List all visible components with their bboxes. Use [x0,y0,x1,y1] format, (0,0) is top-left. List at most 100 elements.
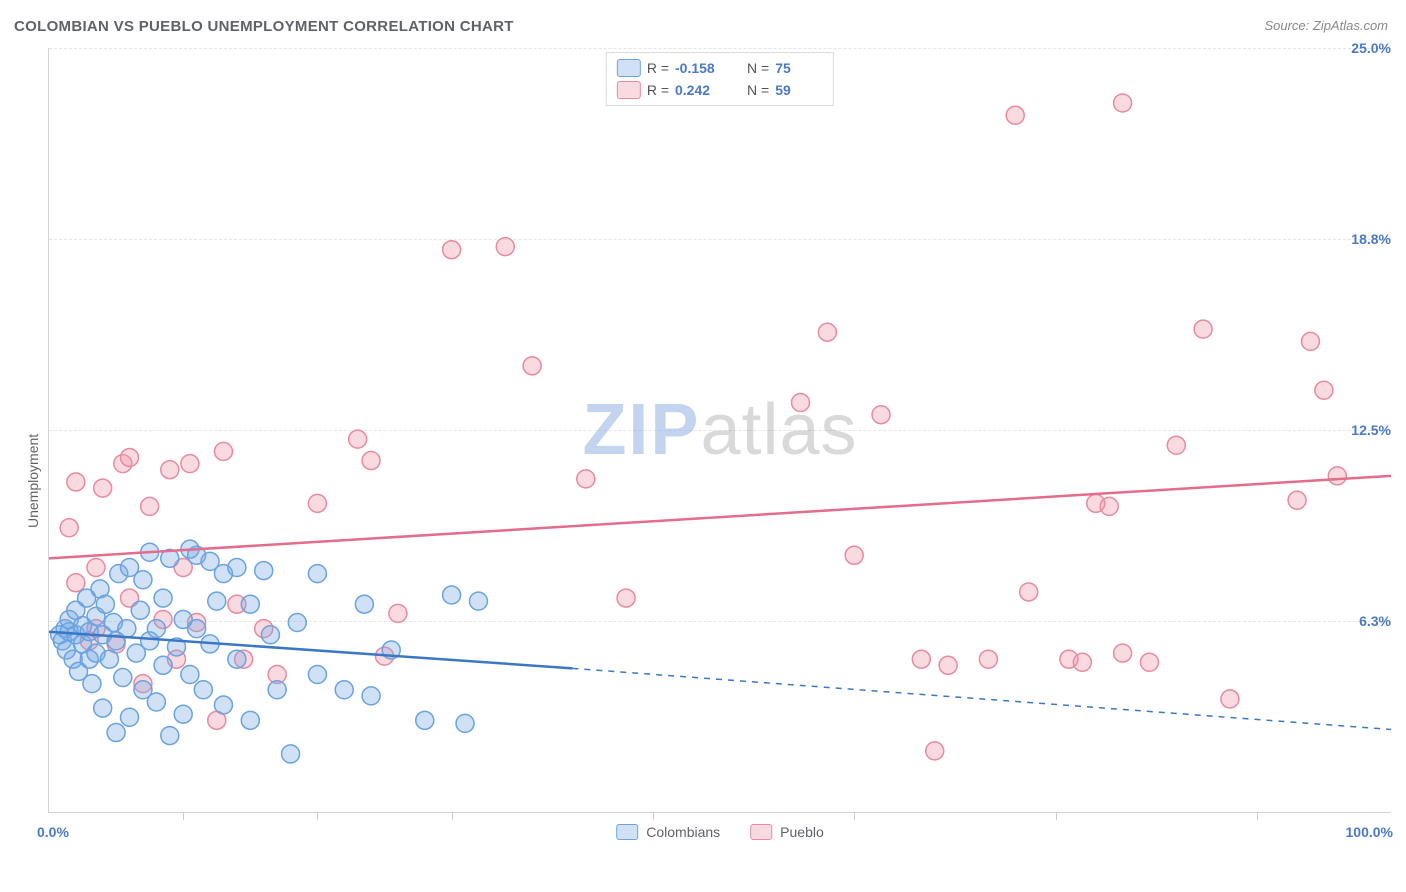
data-point [214,696,232,714]
data-point [1114,94,1132,112]
x-tick [183,812,184,820]
data-point [308,494,326,512]
data-point [389,604,407,622]
data-point [118,620,136,638]
data-point [268,681,286,699]
data-point [577,470,595,488]
data-point [208,592,226,610]
data-point [1328,467,1346,485]
data-point [939,656,957,674]
legend-item: Pueblo [750,824,824,840]
data-point [67,574,85,592]
data-point [617,589,635,607]
legend-n-value-b: 59 [775,82,823,98]
data-point [496,238,514,256]
data-point [362,452,380,470]
data-point [1167,436,1185,454]
plot-area: Unemployment ZIPatlas R = -0.158 N = 75 … [48,48,1391,813]
data-point [161,461,179,479]
data-point [261,626,279,644]
data-point [355,595,373,613]
x-axis-label: 0.0% [37,824,69,840]
data-point [1114,644,1132,662]
data-point [83,675,101,693]
data-point [141,497,159,515]
data-point [134,571,152,589]
y-axis-label: 12.5% [1351,422,1391,438]
data-point [241,711,259,729]
trend-line [572,668,1391,729]
data-point [1140,653,1158,671]
data-point [469,592,487,610]
source-label: Source: ZipAtlas.com [1264,18,1388,33]
legend-swatch [616,824,638,840]
data-point [979,650,997,668]
trend-line [49,476,1391,559]
data-point [1073,653,1091,671]
data-point [1315,381,1333,399]
data-point [96,595,114,613]
data-point [912,650,930,668]
data-point [214,442,232,460]
legend-n-value-a: 75 [775,60,823,76]
data-point [288,614,306,632]
data-point [443,241,461,259]
data-point [1301,332,1319,350]
legend-swatch [750,824,772,840]
data-point [792,393,810,411]
chart-svg [49,48,1391,812]
data-point [872,406,890,424]
data-point [362,687,380,705]
legend-n-label: N = [747,82,769,98]
data-point [1288,491,1306,509]
data-point [67,473,85,491]
data-point [147,693,165,711]
legend-label: Colombians [646,824,720,840]
data-point [255,562,273,580]
data-point [241,595,259,613]
data-point [1221,690,1239,708]
data-point [523,357,541,375]
data-point [228,650,246,668]
y-axis-label: 25.0% [1351,40,1391,56]
legend-row-pueblo: R = 0.242 N = 59 [607,79,833,101]
legend-correlation: R = -0.158 N = 75 R = 0.242 N = 59 [606,52,834,106]
data-point [194,681,212,699]
x-tick [653,812,654,820]
legend-swatch-colombians [617,59,641,77]
data-point [181,665,199,683]
legend-r-value-a: -0.158 [675,60,723,76]
data-point [228,559,246,577]
data-point [154,656,172,674]
x-tick [452,812,453,820]
data-point [121,449,139,467]
data-point [845,546,863,564]
data-point [131,601,149,619]
data-point [349,430,367,448]
data-point [308,565,326,583]
data-point [94,479,112,497]
data-point [1020,583,1038,601]
legend-n-label: N = [747,60,769,76]
data-point [926,742,944,760]
chart-title: COLOMBIAN VS PUEBLO UNEMPLOYMENT CORRELA… [14,18,514,35]
legend-series: Colombians Pueblo [616,824,824,840]
data-point [1194,320,1212,338]
data-point [121,708,139,726]
x-tick [1257,812,1258,820]
data-point [1006,106,1024,124]
legend-item: Colombians [616,824,720,840]
data-point [308,665,326,683]
x-tick [317,812,318,820]
legend-swatch-pueblo [617,81,641,99]
legend-row-colombians: R = -0.158 N = 75 [607,57,833,79]
y-axis-label: 6.3% [1359,613,1391,629]
y-axis-title: Unemployment [25,434,41,528]
x-tick [854,812,855,820]
data-point [181,455,199,473]
legend-label: Pueblo [780,824,824,840]
y-axis-label: 18.8% [1351,231,1391,247]
legend-r-value-b: 0.242 [675,82,723,98]
data-point [60,519,78,537]
data-point [147,620,165,638]
